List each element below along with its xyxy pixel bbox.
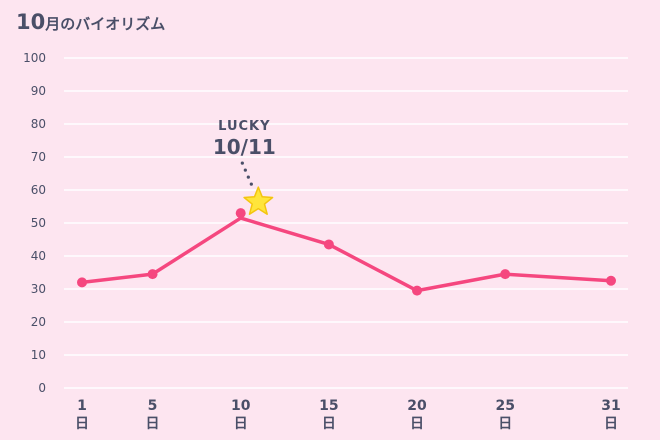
chart-grid [64,57,628,389]
y-tick-label-50: 50 [31,216,46,230]
data-point-5 [147,269,158,280]
y-tick-label-90: 90 [31,84,46,98]
x-tick-unit-25: 日 [498,416,512,432]
y-axis-ticks: 0 10 20 30 40 50 60 70 80 90 100 [23,51,46,395]
x-tick-label-10: 10 [231,398,251,414]
star-icon [243,186,274,215]
x-tick-label-15: 15 [319,398,338,414]
pointer-dot-1 [246,175,250,179]
x-tick-label-31: 31 [601,398,620,414]
y-tick-label-80: 80 [31,117,46,131]
data-point-15 [323,239,334,250]
x-tick-unit-15: 日 [322,416,336,432]
y-tick-label-20: 20 [31,315,46,329]
data-point-25 [500,269,511,280]
y-tick-label-100: 100 [23,51,46,65]
data-point-1 [77,277,87,288]
lucky-date: 10/11 [213,135,276,159]
y-tick-label-30: 30 [31,282,46,296]
title-text: 月のバイオリズム [45,15,166,33]
x-tick-unit-10: 日 [234,416,248,432]
lucky-label: LUCKY [218,119,270,134]
pointer-dot-2 [243,168,247,172]
data-point-20 [412,285,423,296]
title-month: 10 [16,10,46,34]
y-tick-label-40: 40 [31,249,46,263]
chart-series [77,208,616,296]
data-point-10 [235,208,246,219]
pointer-dot-3 [240,161,244,165]
y-tick-label-70: 70 [31,150,46,164]
x-tick-unit-5: 日 [146,416,160,432]
x-tick-label-20: 20 [407,398,427,414]
x-tick-label-5: 5 [148,398,158,414]
x-tick-unit-31: 日 [604,416,618,432]
x-axis-ticks: 1 日 5 日 10 日 15 日 20 日 25 日 31 日 [75,398,621,432]
x-tick-label-1: 1 [77,398,87,414]
series-line [80,216,613,293]
y-tick-label-0: 0 [38,381,46,395]
pointer-dot-0 [249,182,253,186]
x-tick-unit-1: 日 [75,416,89,432]
x-tick-unit-20: 日 [410,416,424,432]
y-tick-label-60: 60 [31,183,46,197]
data-point-31 [606,275,616,286]
page-title: 10月のバイオリズム [16,10,165,34]
x-tick-label-25: 25 [495,398,514,414]
y-tick-label-10: 10 [31,348,46,362]
